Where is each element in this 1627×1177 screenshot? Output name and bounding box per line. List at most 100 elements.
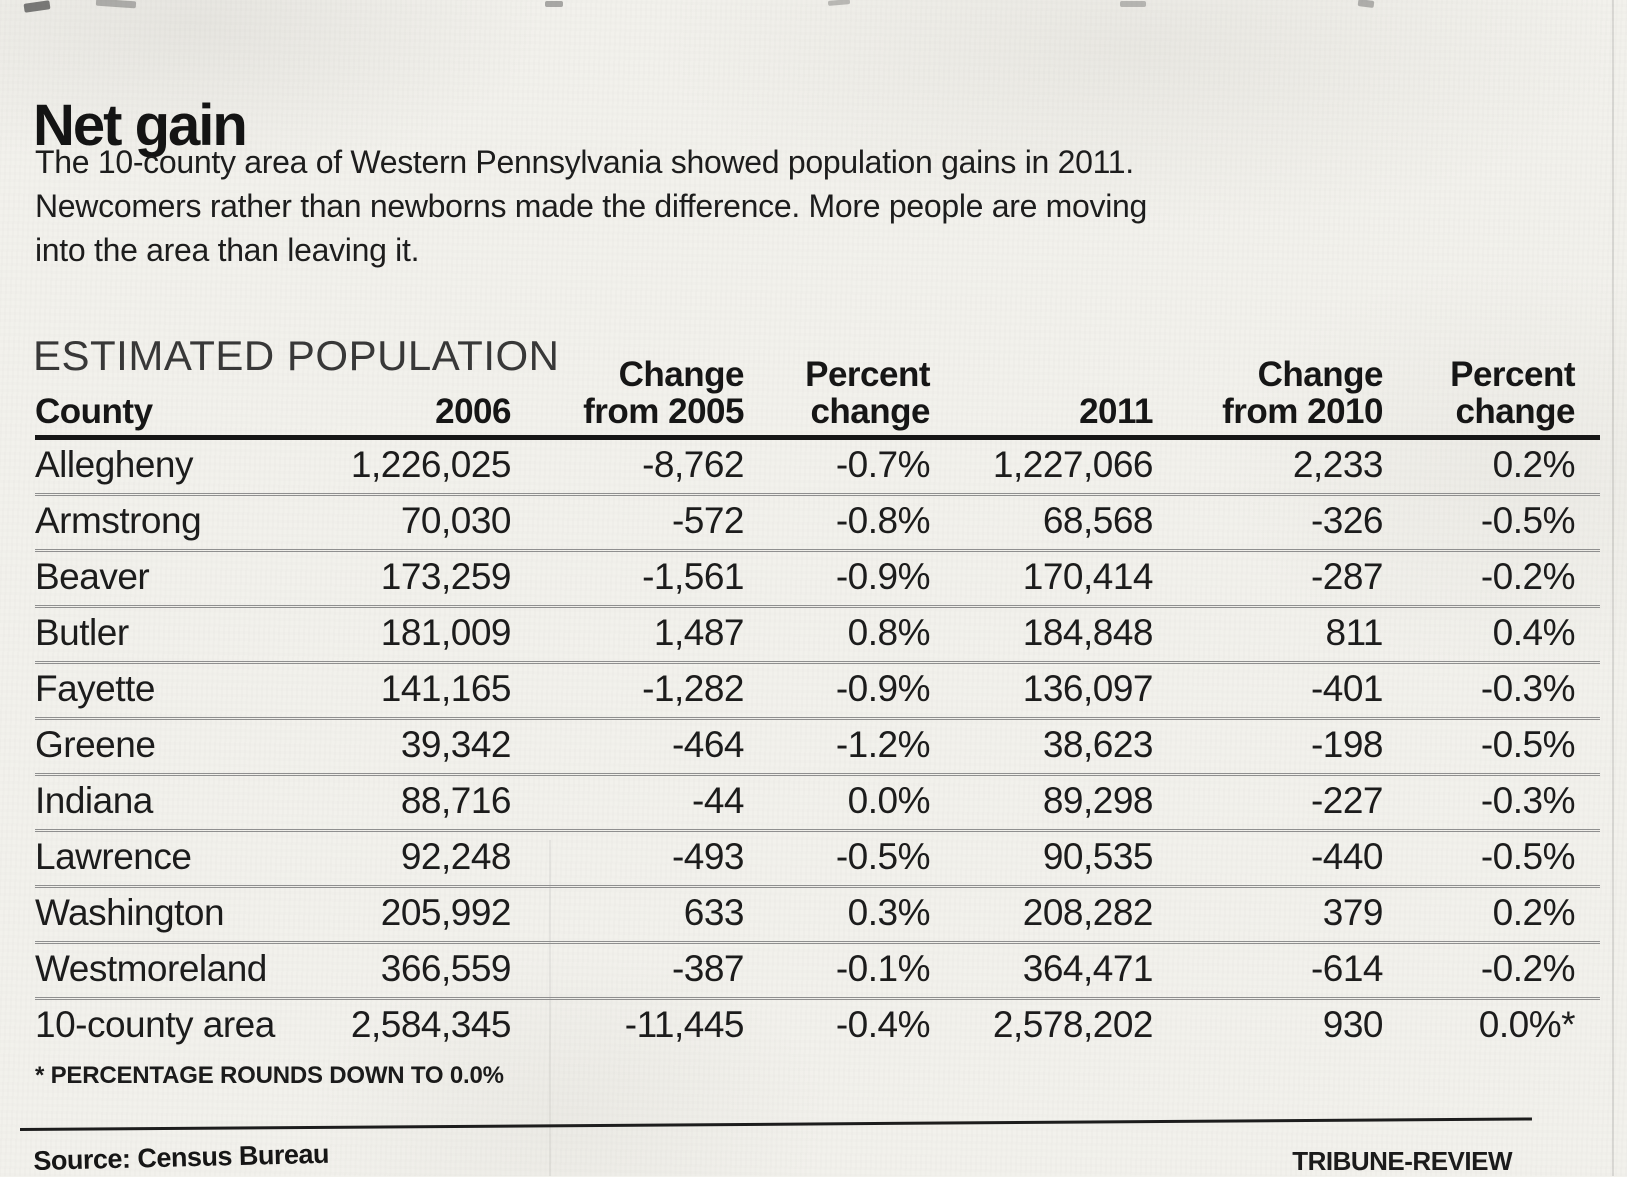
cell-change-2005: 1,487	[653, 612, 744, 653]
cell-2011: 2,578,202	[992, 1004, 1153, 1045]
cell-change-2010: -614	[1310, 948, 1383, 989]
cell-change-2005: -8,762	[642, 444, 744, 485]
cell-change-2010: 811	[1325, 612, 1384, 653]
table-row: Butler 181,009 1,487 0.8% 184,848 811 0.…	[35, 605, 1600, 661]
table-row: Westmoreland 366,559 -387 -0.1% 364,471 …	[35, 941, 1600, 997]
cell-pct-1: -0.9%	[835, 668, 930, 709]
cell-2011: 184,848	[1022, 612, 1153, 653]
cell-county: 10-county area	[35, 1004, 275, 1045]
cell-2006: 1,226,025	[350, 444, 511, 485]
header-line: Percent	[805, 355, 930, 394]
cell-2011: 89,298	[1042, 780, 1153, 821]
cell-change-2005: -1,282	[642, 668, 744, 709]
source-label: Source: Census Bureau	[33, 1138, 330, 1176]
cell-2006: 205,992	[380, 892, 511, 933]
cell-change-2010: -440	[1310, 836, 1383, 877]
cell-county: Washington	[35, 892, 225, 933]
scan-edge-line	[1612, 0, 1614, 1176]
header-line: from 2010	[1222, 392, 1383, 431]
chart-description: The 10-county area of Western Pennsylvan…	[35, 140, 1147, 272]
cell-county: Fayette	[35, 668, 155, 709]
cell-pct-1: 0.0%	[847, 780, 930, 821]
credit-label: TRIBUNE-REVIEW	[1292, 1146, 1512, 1176]
cell-pct-1: -0.5%	[835, 836, 930, 877]
table-row-total: 10-county area 2,584,345 -11,445 -0.4% 2…	[35, 997, 1600, 1053]
table-row: Greene 39,342 -464 -1.2% 38,623 -198 -0.…	[35, 717, 1600, 773]
cell-change-2005: -1,561	[642, 556, 744, 597]
column-header-2011: 2011	[930, 393, 1153, 430]
cell-2011: 1,227,066	[992, 444, 1153, 485]
cell-2006: 173,259	[380, 556, 511, 597]
cell-2011: 38,623	[1042, 724, 1153, 765]
scan-artifact	[23, 0, 51, 13]
table-row: Washington 205,992 633 0.3% 208,282 379 …	[35, 885, 1600, 941]
cell-county: Greene	[35, 724, 156, 765]
description-line: Newcomers rather than newborns made the …	[35, 188, 1148, 224]
table-row: Allegheny 1,226,025 -8,762 -0.7% 1,227,0…	[35, 440, 1600, 493]
table-header-row: County 2006 Change from 2005 Percent chang…	[35, 356, 1600, 440]
footer-rule	[20, 1117, 1532, 1131]
cell-2011: 136,097	[1022, 668, 1153, 709]
cell-2006: 70,030	[400, 500, 511, 541]
cell-pct-2: -0.3%	[1480, 780, 1575, 821]
cell-change-2005: -493	[671, 836, 744, 877]
scan-artifact	[827, 0, 851, 6]
cell-2006: 92,248	[400, 836, 511, 877]
column-header-county: County	[35, 393, 320, 430]
cell-pct-2: 0.2%	[1492, 444, 1575, 485]
cell-pct-1: -0.1%	[835, 948, 930, 989]
cell-pct-2: 0.4%	[1492, 612, 1575, 653]
cell-pct-2: -0.2%	[1480, 948, 1575, 989]
column-header-2006: 2006	[320, 393, 511, 430]
header-line: County	[35, 392, 153, 431]
cell-change-2010: -227	[1310, 780, 1383, 821]
cell-county: Allegheny	[35, 444, 194, 485]
cell-county: Lawrence	[35, 836, 192, 877]
cell-pct-2: 0.0%*	[1478, 1004, 1575, 1045]
cell-change-2005: -44	[692, 780, 744, 821]
cell-2011: 68,568	[1042, 500, 1153, 541]
section-title: ESTIMATED POPULATION	[33, 331, 560, 379]
page-title: Net gain	[33, 92, 248, 158]
table-row: Lawrence 92,248 -493 -0.5% 90,535 -440 -…	[35, 829, 1600, 885]
header-line: 2011	[1079, 392, 1153, 431]
cell-pct-1: 0.8%	[847, 612, 930, 653]
table-row: Indiana 88,716 -44 0.0% 89,298 -227 -0.3…	[35, 773, 1600, 829]
description-line: The 10-county area of Western Pennsylvan…	[35, 144, 1134, 180]
cell-2006: 141,165	[380, 668, 511, 709]
cell-pct-2: -0.2%	[1480, 556, 1575, 597]
cell-2006: 88,716	[400, 780, 511, 821]
header-line: Percent	[1450, 355, 1575, 394]
cell-pct-2: -0.3%	[1480, 668, 1575, 709]
cell-2011: 90,535	[1042, 836, 1153, 877]
cell-2006: 181,009	[380, 612, 511, 653]
header-line: change	[810, 392, 930, 431]
column-header-pct-change-2: Percent change	[1383, 356, 1575, 430]
cell-2011: 208,282	[1022, 892, 1153, 933]
description-line: into the area than leaving it.	[35, 232, 420, 268]
cell-county: Butler	[35, 612, 129, 653]
column-header-change-2010: Change from 2010	[1153, 356, 1383, 430]
cell-change-2005: 633	[683, 892, 744, 933]
cell-pct-1: -0.4%	[835, 1004, 930, 1045]
cell-pct-1: -0.8%	[835, 500, 930, 541]
table-row: Beaver 173,259 -1,561 -0.9% 170,414 -287…	[35, 549, 1600, 605]
cell-2006: 39,342	[400, 724, 511, 765]
population-table: County 2006 Change from 2005 Percent chang…	[35, 356, 1600, 1053]
header-line: from 2005	[583, 392, 744, 431]
cell-county: Indiana	[35, 780, 153, 821]
cell-change-2005: -572	[671, 500, 744, 541]
cell-change-2010: -326	[1310, 500, 1383, 541]
cell-change-2010: 379	[1322, 892, 1383, 933]
cell-2011: 170,414	[1022, 556, 1153, 597]
cell-change-2010: -401	[1310, 668, 1383, 709]
cell-pct-2: -0.5%	[1480, 500, 1575, 541]
cell-change-2010: 930	[1322, 1004, 1383, 1045]
column-header-pct-change-1: Percent change	[744, 356, 930, 430]
header-line: change	[1455, 392, 1575, 431]
cell-pct-2: -0.5%	[1480, 836, 1575, 877]
cell-county: Beaver	[35, 556, 150, 597]
cell-county: Armstrong	[35, 500, 202, 541]
header-line: Change	[1257, 355, 1384, 394]
cell-change-2010: 2,233	[1292, 444, 1383, 485]
